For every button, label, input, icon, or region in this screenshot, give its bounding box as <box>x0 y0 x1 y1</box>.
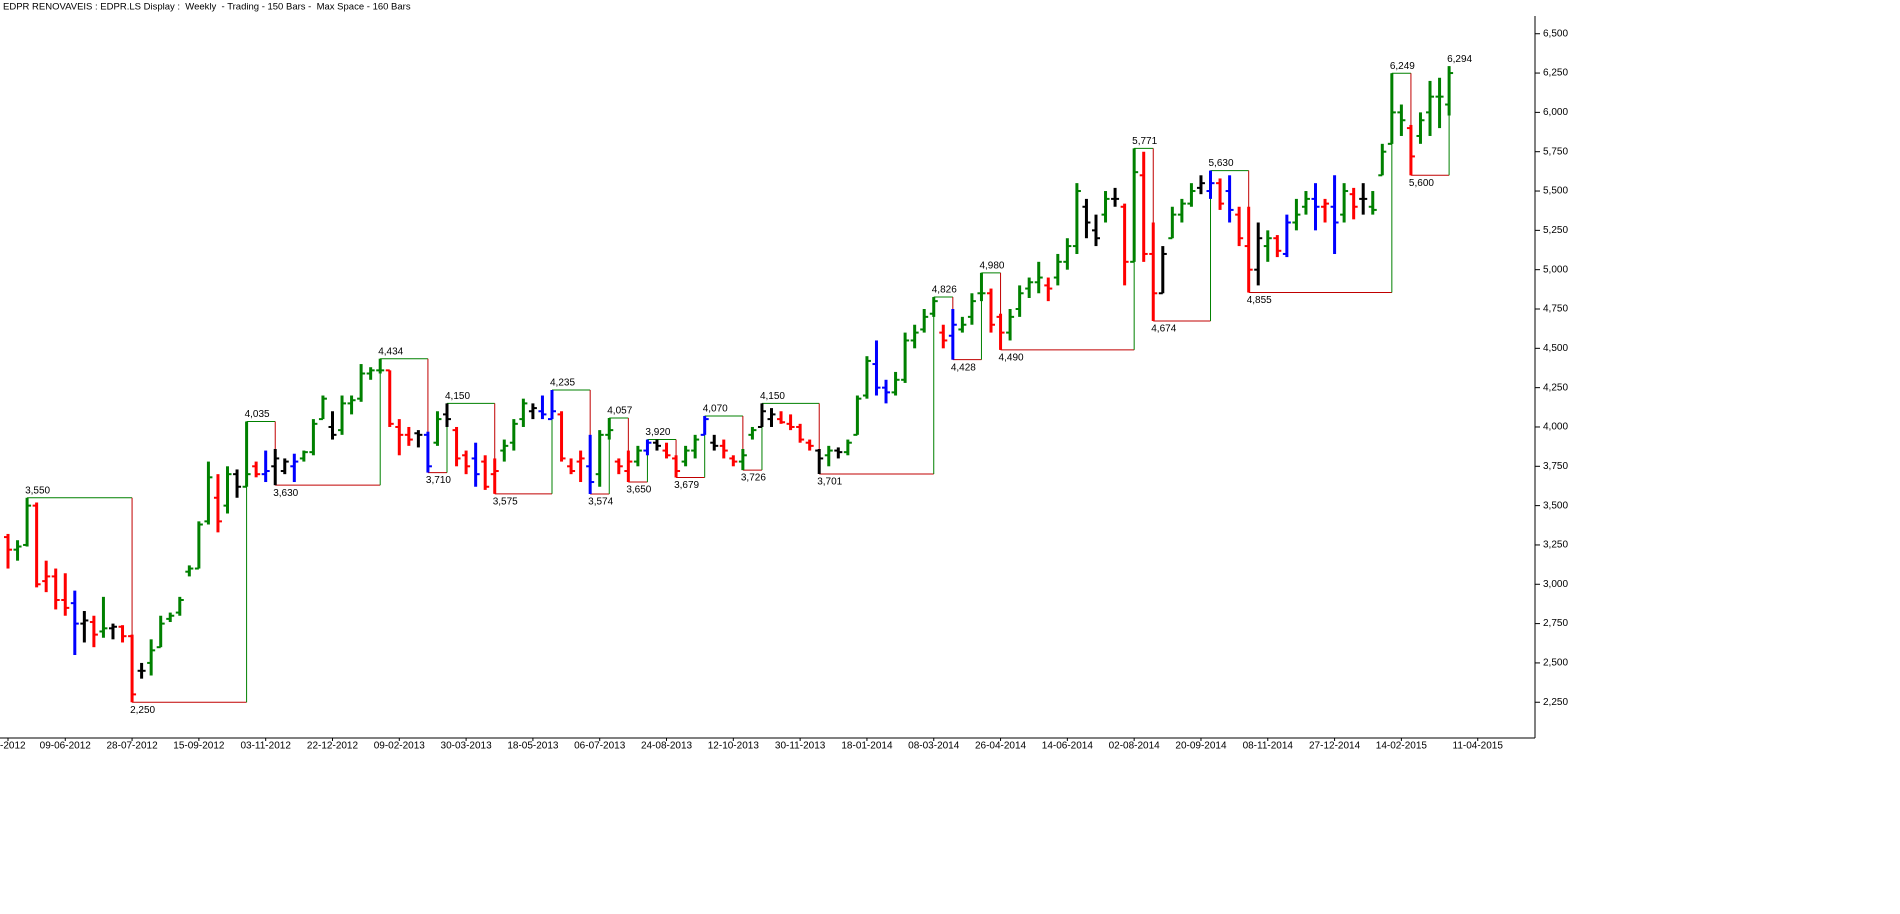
y-tick-label: 6,250 <box>1543 68 1568 79</box>
x-tick-label: 15-09-2012 <box>173 741 225 752</box>
y-tick-label: 3,750 <box>1543 461 1568 472</box>
x-tick-label: 26-04-2014 <box>975 741 1027 752</box>
x-tick-label: 03-11-2012 <box>240 741 291 752</box>
x-tick-label: 30-03-2013 <box>441 741 493 752</box>
swing-label: 6,294 <box>1447 54 1472 65</box>
x-tick-label: 02-08-2014 <box>1109 741 1161 752</box>
y-tick-label: 2,500 <box>1543 658 1568 669</box>
x-tick-label: 18-01-2014 <box>841 741 893 752</box>
x-tick-label: 11-04-2015 <box>1453 741 1504 752</box>
y-tick-label: 6,000 <box>1543 107 1568 118</box>
x-tick-label: 09-06-2012 <box>40 741 92 752</box>
x-tick-label: 12-10-2013 <box>708 741 760 752</box>
swing-label: 4,434 <box>378 346 403 357</box>
swing-label: 5,630 <box>1209 158 1234 169</box>
swing-label: 3,574 <box>588 497 613 508</box>
y-tick-label: 3,500 <box>1543 500 1568 511</box>
y-tick-label: 3,000 <box>1543 579 1568 590</box>
swing-label: 4,070 <box>703 404 728 415</box>
x-tick-label: 14-02-2015 <box>1376 741 1428 752</box>
swing-label: 4,150 <box>445 391 470 402</box>
y-tick-label: 4,500 <box>1543 343 1568 354</box>
swing-label: 6,249 <box>1390 61 1415 72</box>
swing-label: 5,771 <box>1132 136 1157 147</box>
swing-label: 2,250 <box>130 705 155 716</box>
x-tick-label: 14-06-2014 <box>1042 741 1094 752</box>
x-tick-label: -2012 <box>0 741 26 752</box>
swing-label: 3,650 <box>626 485 651 496</box>
swing-label: 5,600 <box>1409 178 1434 189</box>
x-tick-label: 08-11-2014 <box>1243 741 1294 752</box>
x-tick-label: 22-12-2012 <box>307 741 359 752</box>
x-tick-label: 09-02-2013 <box>374 741 426 752</box>
y-tick-label: 4,250 <box>1543 382 1568 393</box>
swing-label: 3,726 <box>741 473 766 484</box>
y-tick-label: 2,250 <box>1543 697 1568 708</box>
x-tick-label: 18-05-2013 <box>507 741 559 752</box>
swing-label: 4,490 <box>999 353 1024 364</box>
swing-label: 4,057 <box>607 406 632 417</box>
swing-label: 4,428 <box>951 362 976 373</box>
swing-label: 4,235 <box>550 378 575 389</box>
swing-label: 3,701 <box>817 477 842 488</box>
swing-label: 3,710 <box>426 475 451 486</box>
x-tick-label: 06-07-2013 <box>574 741 626 752</box>
y-tick-label: 4,750 <box>1543 304 1568 315</box>
swing-label: 4,855 <box>1247 295 1272 306</box>
swing-label: 4,826 <box>932 285 957 296</box>
swing-label: 4,150 <box>760 391 785 402</box>
swing-label: 3,575 <box>493 496 518 507</box>
swing-label: 4,980 <box>979 260 1004 271</box>
y-tick-label: 2,750 <box>1543 618 1568 629</box>
swing-label: 4,035 <box>245 409 270 420</box>
chart-title: EDPR RENOVAVEIS : EDPR.LS Display : Week… <box>3 2 411 13</box>
x-tick-label: 24-08-2013 <box>641 741 693 752</box>
swing-label: 3,550 <box>25 485 50 496</box>
x-tick-label: 20-09-2014 <box>1175 741 1227 752</box>
y-tick-label: 6,500 <box>1543 28 1568 39</box>
x-tick-label: 27-12-2014 <box>1309 741 1361 752</box>
y-tick-label: 5,750 <box>1543 146 1568 157</box>
y-tick-label: 4,000 <box>1543 422 1568 433</box>
y-tick-label: 3,250 <box>1543 540 1568 551</box>
x-tick-label: 28-07-2012 <box>106 741 158 752</box>
y-tick-label: 5,500 <box>1543 186 1568 197</box>
x-tick-label: 30-11-2013 <box>775 741 826 752</box>
y-tick-label: 5,000 <box>1543 264 1568 275</box>
x-tick-label: 08-03-2014 <box>908 741 960 752</box>
y-tick-label: 5,250 <box>1543 225 1568 236</box>
swing-label: 3,679 <box>674 480 699 491</box>
swing-label: 4,674 <box>1151 324 1176 335</box>
swing-label: 3,630 <box>273 488 298 499</box>
swing-label: 3,920 <box>645 427 670 438</box>
